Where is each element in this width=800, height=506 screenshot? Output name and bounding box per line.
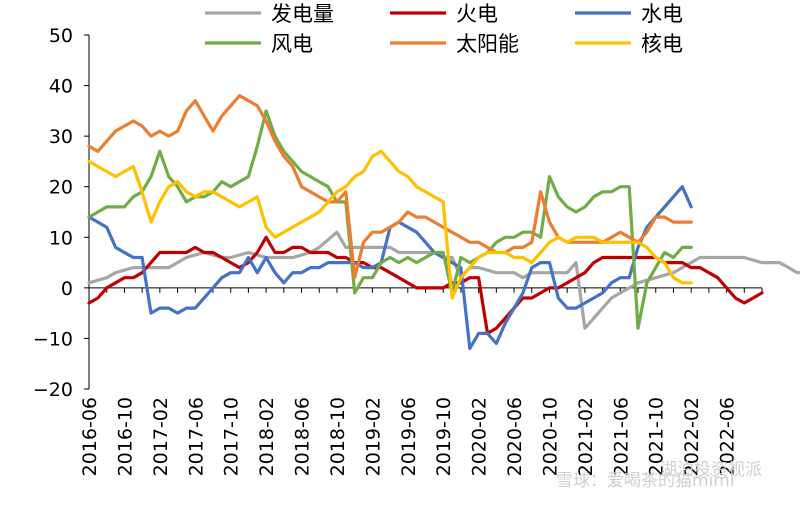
x-tick-label: 2020-06	[504, 397, 526, 476]
y-tick-label: 20	[49, 177, 73, 199]
x-tick-label: 2018-02	[256, 397, 278, 476]
y-tick-label: 30	[49, 126, 73, 148]
series-line	[87, 235, 764, 335]
x-tick-label: 2016-10	[114, 397, 136, 476]
series-lines	[87, 94, 800, 351]
legend-label: 发电量	[271, 2, 334, 26]
series-line	[87, 149, 693, 300]
x-tick-label: 2020-10	[539, 397, 561, 476]
x-tick-label: 2018-06	[292, 397, 314, 476]
x-tick-label: 2021-02	[575, 397, 597, 476]
series-line	[87, 230, 800, 330]
watermark-text-2: 湖泊投资视派	[660, 460, 762, 480]
series-line	[87, 109, 693, 330]
legend-label: 核电	[641, 32, 683, 56]
x-tick-label: 2021-10	[646, 397, 668, 476]
legend-label: 水电	[641, 2, 683, 26]
watermark: 雪球：爱喝茶的猫mimi 湖泊投资视派	[556, 460, 762, 491]
x-tick-label: 2022-02	[681, 397, 703, 476]
y-tick-label: 10	[49, 227, 73, 249]
series-line	[87, 185, 693, 351]
legend-label: 风电	[271, 32, 313, 56]
series-line	[87, 94, 693, 280]
y-tick-label: 40	[49, 76, 73, 98]
watermark-text: 雪球：爱喝茶的猫mimi	[556, 471, 735, 491]
x-tick-label: 2017-02	[150, 397, 172, 476]
x-tick-label: 2016-06	[79, 397, 101, 476]
y-tick-label: 50	[49, 25, 73, 47]
y-tick-label: −10	[33, 328, 73, 350]
x-tick-label: 2021-06	[610, 397, 632, 476]
x-tick-label: 2017-06	[185, 397, 207, 476]
y-tick-label: −20	[33, 379, 73, 401]
x-tick-label: 2022-06	[717, 397, 739, 476]
x-tick-label: 2019-06	[398, 397, 420, 476]
axes: −20 −10 0 10 20 30 40 50 2016-06 2016-10 2017-02 20…	[33, 25, 763, 476]
x-tick-label: 2017-10	[221, 397, 243, 476]
legend-label: 太阳能	[456, 32, 519, 56]
x-tick-label: 2020-02	[469, 397, 491, 476]
x-tick-label: 2019-02	[362, 397, 384, 476]
legend-label: 火电	[456, 2, 498, 26]
x-tick-label: 2019-10	[433, 397, 455, 476]
y-tick-label: 0	[61, 278, 73, 300]
x-tick-label: 2018-10	[327, 397, 349, 476]
